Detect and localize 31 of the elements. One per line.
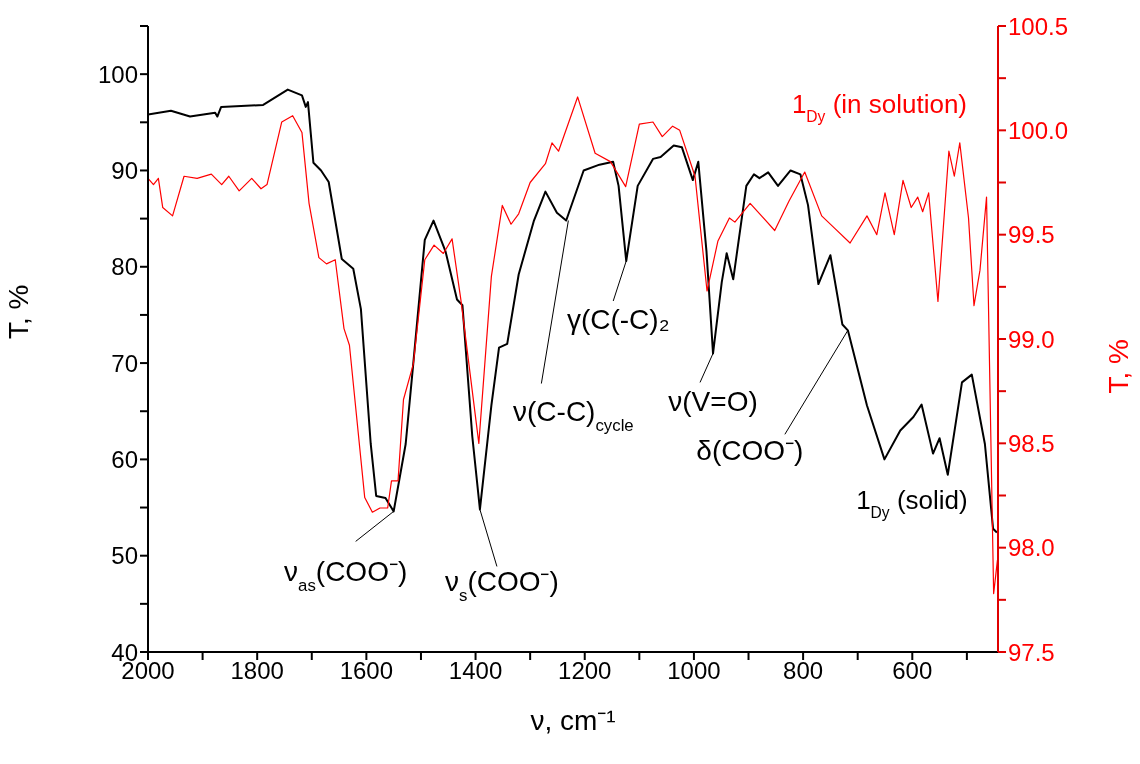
y-tick-label: 50	[111, 542, 138, 570]
annotation: δ(COO⁻)	[696, 435, 804, 467]
y2-tick-label: 100.5	[1008, 12, 1069, 40]
x-tick-label: 800	[783, 657, 824, 685]
y2-tick-label: 97.5	[1008, 638, 1055, 666]
series-label: 1$_{Dy}$ (solid)	[856, 484, 968, 521]
annotation: ν$_{s}$(COO⁻)	[445, 566, 559, 605]
annotation: ν(V=O)	[668, 386, 758, 418]
x-tick-label: 1800	[230, 657, 284, 685]
y-axis-title: T, %	[2, 284, 34, 339]
x-tick-label: 600	[892, 657, 933, 685]
y-tick-label: 90	[111, 156, 138, 184]
x-tick-label: 1000	[667, 657, 721, 685]
x-tick-label: 1400	[448, 657, 503, 685]
y2-tick-label: 99.5	[1008, 221, 1055, 249]
x-tick-label: 1200	[558, 657, 612, 685]
y2-axis-title: T, %	[1102, 339, 1134, 394]
y-tick-label: 70	[111, 349, 138, 377]
x-tick-label: 1600	[339, 657, 394, 685]
series-label: 1$_{Dy}$ (in solution)	[791, 89, 968, 125]
annotation: ν(C-C)$_{cycle}$	[513, 395, 634, 435]
y2-tick-label: 99.0	[1008, 325, 1055, 353]
y-tick-label: 60	[111, 445, 138, 473]
y-tick-label: 100	[97, 60, 138, 88]
x-axis-title: ν, cm⁻¹	[530, 705, 616, 736]
y2-tick-label: 100.0	[1008, 116, 1069, 144]
annotation: γ(C(-C)₂	[566, 303, 670, 335]
annotation: ν$_{as}$(COO⁻)	[284, 556, 408, 595]
y2-tick-label: 98.0	[1008, 534, 1055, 562]
y2-tick-label: 98.5	[1008, 429, 1055, 457]
y-tick-label: 80	[111, 253, 138, 281]
